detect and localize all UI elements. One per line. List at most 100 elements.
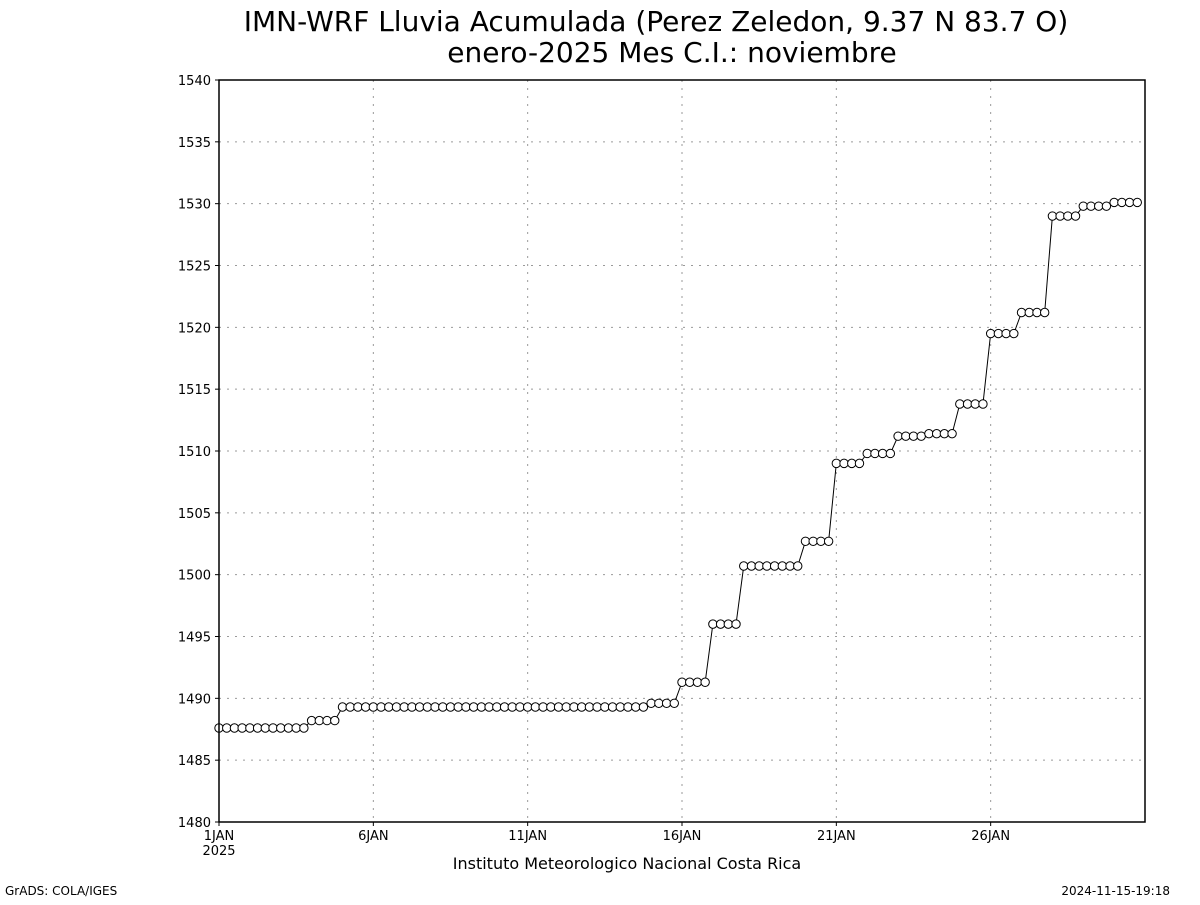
data-point-marker — [1039, 307, 1050, 318]
data-point-marker — [1109, 197, 1119, 208]
data-point-marker — [931, 428, 942, 439]
data-point-marker — [777, 561, 788, 571]
x-tick-label: 26JAN — [971, 829, 1010, 844]
series-line — [219, 201, 1138, 729]
data-point-marker — [1078, 201, 1088, 211]
data-point-marker — [1063, 211, 1073, 221]
data-point-marker — [522, 702, 533, 712]
x-tick-label: 1JAN — [204, 829, 235, 844]
data-point-marker — [854, 458, 865, 469]
data-point-marker — [638, 702, 649, 712]
data-point-marker — [345, 702, 355, 712]
data-point-marker — [947, 428, 957, 439]
data-point-marker — [276, 723, 286, 733]
data-point-marker — [993, 328, 1004, 339]
data-point-marker — [623, 702, 633, 712]
data-point-marker — [1101, 201, 1112, 211]
data-point-marker — [237, 723, 247, 733]
data-point-marker — [908, 431, 919, 441]
data-point-marker — [847, 458, 857, 469]
data-point-marker — [260, 723, 270, 733]
data-point-marker — [368, 702, 379, 712]
data-point-marker — [353, 702, 363, 712]
x-tick-label: 16JAN — [663, 829, 702, 844]
data-point-marker — [1001, 328, 1011, 339]
data-point-marker — [468, 702, 479, 712]
data-point-marker — [592, 702, 602, 712]
data-point-marker — [685, 677, 695, 687]
data-point-marker — [337, 702, 348, 712]
data-point-marker — [808, 536, 818, 546]
data-point-marker — [978, 399, 988, 409]
data-point-marker — [399, 702, 409, 712]
data-point-marker — [715, 619, 726, 629]
data-point-marker — [631, 702, 641, 712]
data-point-marker — [985, 328, 996, 339]
data-point-marker — [1117, 197, 1127, 208]
data-point-marker — [507, 702, 517, 712]
data-point-marker — [769, 561, 780, 571]
data-point-marker — [692, 677, 703, 687]
data-point-marker — [677, 677, 687, 687]
data-point-marker — [1047, 211, 1058, 221]
data-point-marker — [800, 536, 811, 546]
chart-subtitle: enero-2025 Mes C.I.: noviembre — [447, 36, 896, 69]
data-point-marker — [1032, 307, 1042, 318]
data-point-marker — [422, 702, 433, 712]
data-point-marker — [962, 399, 973, 409]
data-point-marker — [484, 702, 494, 712]
data-point-marker — [816, 536, 826, 546]
data-point-marker — [1070, 211, 1081, 221]
data-point-marker — [615, 702, 625, 712]
data-point-marker — [299, 723, 309, 733]
data-point-marker — [862, 448, 872, 459]
data-point-marker — [823, 536, 834, 546]
data-point-marker — [414, 702, 425, 712]
data-point-marker — [314, 715, 325, 726]
y-tick-label: 1495 — [178, 631, 211, 646]
data-point-marker — [754, 561, 764, 571]
data-point-marker — [584, 702, 595, 712]
y-tick-label: 1485 — [178, 754, 211, 769]
data-point-marker — [546, 702, 556, 712]
data-point-marker — [1055, 211, 1065, 221]
data-point-marker — [360, 702, 371, 712]
data-point-marker — [391, 702, 402, 712]
data-point-marker — [222, 723, 232, 733]
y-tick-label: 1525 — [178, 260, 211, 275]
y-tick-label: 1530 — [178, 198, 211, 213]
y-axis-ticks: 1480 1485 1490 1495 1500 1505 1510 1515 1520 1525… — [178, 74, 219, 831]
data-point-marker — [646, 698, 656, 708]
x-tick-year-label: 2025 — [202, 844, 235, 859]
data-point-marker — [924, 428, 934, 439]
data-point-marker — [839, 458, 849, 469]
data-point-marker — [306, 715, 317, 726]
data-point-marker — [877, 448, 888, 459]
x-tick-label: 6JAN — [358, 829, 389, 844]
data-point-marker — [762, 561, 772, 571]
data-point-marker — [384, 702, 394, 712]
data-point-marker — [322, 715, 332, 726]
data-point-marker — [492, 702, 502, 712]
data-point-marker — [731, 619, 741, 629]
y-tick-label: 1500 — [178, 569, 211, 584]
data-point-marker — [1024, 307, 1034, 318]
data-point-marker — [870, 448, 880, 459]
data-point-marker — [268, 723, 278, 733]
y-tick-label: 1510 — [178, 445, 211, 460]
chart-title: IMN-WRF Lluvia Acumulada (Perez Zeledon,… — [244, 5, 1069, 38]
data-point-marker — [407, 702, 417, 712]
y-tick-label: 1505 — [178, 507, 211, 522]
data-point-marker — [569, 702, 579, 712]
data-point-marker — [245, 723, 255, 733]
data-point-marker — [901, 431, 911, 441]
data-point-marker — [445, 702, 456, 712]
data-point-marker — [530, 702, 541, 712]
data-point-marker — [746, 561, 757, 571]
data-point-marker — [283, 723, 294, 733]
data-point-marker — [438, 702, 448, 712]
data-point-marker — [1016, 307, 1027, 318]
y-tick-label: 1490 — [178, 692, 211, 707]
